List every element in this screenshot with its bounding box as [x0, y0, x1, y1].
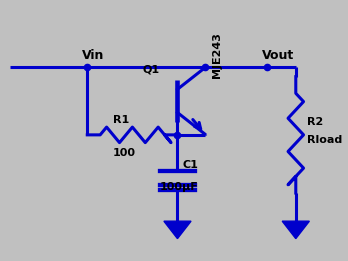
Polygon shape	[282, 221, 309, 239]
Text: R1: R1	[113, 115, 129, 125]
Text: 100μF: 100μF	[160, 182, 199, 192]
Text: 100: 100	[113, 148, 136, 158]
Text: Rload: Rload	[307, 135, 343, 145]
Polygon shape	[164, 221, 191, 239]
Text: Vin: Vin	[82, 49, 105, 62]
Text: Q1: Q1	[143, 65, 160, 75]
Text: Vout: Vout	[262, 49, 294, 62]
Text: MJE243: MJE243	[212, 32, 222, 78]
Text: R2: R2	[307, 117, 324, 127]
Text: C1: C1	[182, 160, 198, 170]
